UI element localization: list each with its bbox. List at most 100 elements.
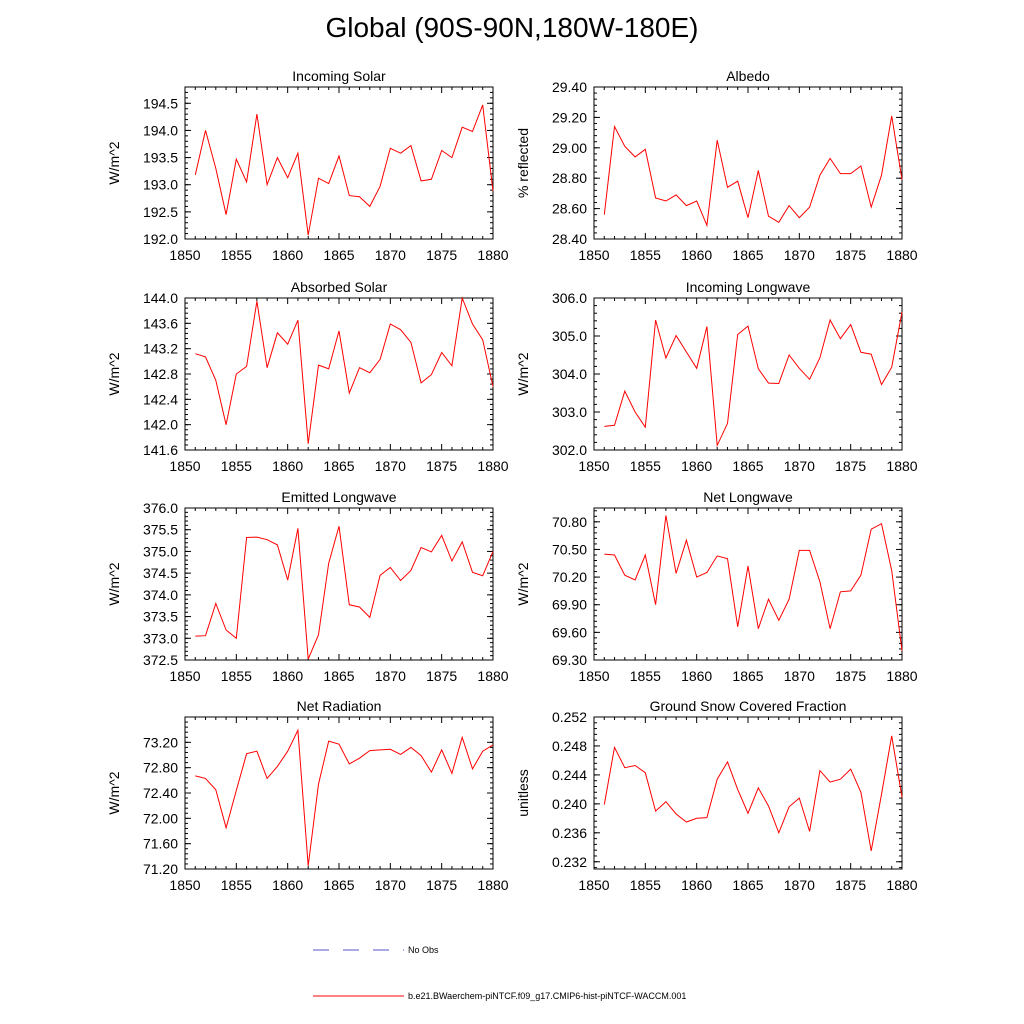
y-tick-label: 69.60	[552, 624, 587, 640]
x-tick-label: 1860	[681, 877, 712, 893]
x-tick-label: 1865	[323, 458, 354, 474]
y-tick-label: 143.2	[143, 341, 178, 357]
x-tick-label: 1880	[886, 668, 917, 684]
x-tick-label: 1850	[578, 247, 609, 263]
x-tick-label: 1870	[375, 247, 406, 263]
y-tick-label: 0.236	[552, 825, 587, 841]
x-tick-label: 1865	[732, 458, 763, 474]
y-tick-label: 72.40	[143, 785, 178, 801]
plot-frame	[184, 86, 494, 240]
y-tick-label: 69.30	[552, 652, 587, 668]
series-line	[603, 115, 903, 228]
y-tick-label: 71.20	[143, 861, 178, 877]
x-tick-label: 1875	[426, 247, 457, 263]
x-tick-label: 1865	[732, 247, 763, 263]
y-axis-label: W/m^2	[106, 141, 122, 184]
panel-4: Incoming Longwave W/m^2 1850 1855 1860 1865 18…	[515, 279, 918, 474]
y-tick-label: 374.0	[143, 587, 178, 603]
y-tick-label: 70.80	[552, 514, 587, 530]
x-tick-label: 1870	[784, 877, 815, 893]
x-tick-label: 1855	[221, 458, 252, 474]
y-tick-label: 73.20	[143, 734, 178, 750]
panel-title: Net Longwave	[703, 489, 793, 505]
x-tick-label: 1870	[375, 877, 406, 893]
y-tick-label: 372.5	[143, 652, 178, 668]
x-tick-label: 1855	[630, 668, 661, 684]
plot-frame	[184, 297, 494, 451]
x-tick-label: 1865	[732, 877, 763, 893]
y-tick-label: 373.5	[143, 609, 178, 625]
y-tick-label: 28.60	[552, 201, 587, 217]
panel-5: Emitted Longwave W/m^2 1850 1855 1860 1865 187…	[106, 489, 509, 684]
x-tick-label: 1865	[323, 668, 354, 684]
x-tick-label: 1860	[272, 877, 303, 893]
y-tick-label: 0.232	[552, 854, 587, 870]
series-line	[195, 296, 494, 444]
series-line	[194, 104, 494, 236]
x-tick-label: 1860	[272, 247, 303, 263]
y-axis-label: W/m^2	[106, 771, 122, 814]
panel-8: Ground Snow Covered Fraction unitless 1850…	[515, 698, 918, 893]
y-tick-label: 70.50	[552, 541, 587, 557]
x-tick-label: 1865	[323, 877, 354, 893]
x-tick-label: 1880	[886, 247, 917, 263]
y-tick-label: 143.6	[143, 315, 178, 331]
x-tick-label: 1870	[784, 458, 815, 474]
plot-frame	[184, 716, 494, 870]
x-tick-label: 1850	[169, 668, 200, 684]
y-tick-label: 375.0	[143, 543, 178, 559]
x-tick-label: 1875	[426, 668, 457, 684]
y-tick-label: 194.5	[143, 95, 178, 111]
legend: No Obs b.e21.BWaerchem-piNTCF.f09_g17.CMI…	[313, 945, 686, 1001]
panel-3: Absorbed Solar W/m^2 1850 1855 1860 1865 1870 1…	[106, 279, 509, 474]
y-tick-label: 192.5	[143, 204, 178, 220]
y-tick-label: 194.0	[143, 122, 178, 138]
y-tick-label: 144.0	[143, 290, 178, 306]
y-tick-label: 305.0	[552, 328, 587, 344]
x-tick-label: 1860	[681, 668, 712, 684]
panel-title: Incoming Longwave	[686, 279, 811, 295]
y-tick-label: 304.0	[552, 366, 587, 382]
x-tick-label: 1875	[835, 877, 866, 893]
x-tick-label: 1855	[630, 458, 661, 474]
x-tick-label: 1875	[835, 458, 866, 474]
x-tick-label: 1850	[578, 877, 609, 893]
panel-title: Ground Snow Covered Fraction	[650, 698, 847, 714]
figure-title: Global (90S-90N,180W-180E)	[325, 12, 699, 43]
x-tick-label: 1855	[221, 247, 252, 263]
y-tick-label: 0.248	[552, 738, 587, 754]
x-tick-label: 1865	[732, 668, 763, 684]
y-tick-label: 29.00	[552, 140, 587, 156]
y-tick-label: 374.5	[143, 565, 178, 581]
panel-2: Albedo % reflected 1850 1855 1860 1865 1870 187…	[515, 68, 918, 263]
x-tick-label: 1875	[426, 458, 457, 474]
y-tick-label: 28.80	[552, 170, 587, 186]
y-tick-label: 29.20	[552, 109, 587, 125]
y-tick-label: 141.6	[143, 442, 178, 458]
x-tick-label: 1860	[681, 458, 712, 474]
x-tick-label: 1880	[477, 668, 508, 684]
plot-frame	[593, 716, 903, 870]
y-tick-label: 303.0	[552, 404, 587, 420]
y-tick-label: 29.40	[552, 79, 587, 95]
panel-7: Net Radiation W/m^2 1850 1855 1860 1865 1870 18…	[106, 698, 509, 893]
y-tick-label: 193.5	[143, 150, 178, 166]
y-tick-label: 142.4	[143, 391, 178, 407]
x-tick-label: 1860	[681, 247, 712, 263]
x-tick-label: 1855	[221, 877, 252, 893]
y-tick-label: 142.8	[143, 366, 178, 382]
x-tick-label: 1855	[630, 877, 661, 893]
panel-title: Incoming Solar	[292, 68, 386, 84]
y-tick-label: 28.40	[552, 231, 587, 247]
x-tick-label: 1850	[169, 247, 200, 263]
y-axis-label: W/m^2	[515, 352, 531, 395]
plot-frame	[184, 507, 494, 661]
series-line	[603, 735, 903, 851]
x-tick-label: 1860	[272, 668, 303, 684]
x-tick-label: 1870	[375, 458, 406, 474]
y-axis-label: W/m^2	[106, 562, 122, 605]
x-tick-label: 1880	[477, 458, 508, 474]
y-tick-label: 70.20	[552, 569, 587, 585]
